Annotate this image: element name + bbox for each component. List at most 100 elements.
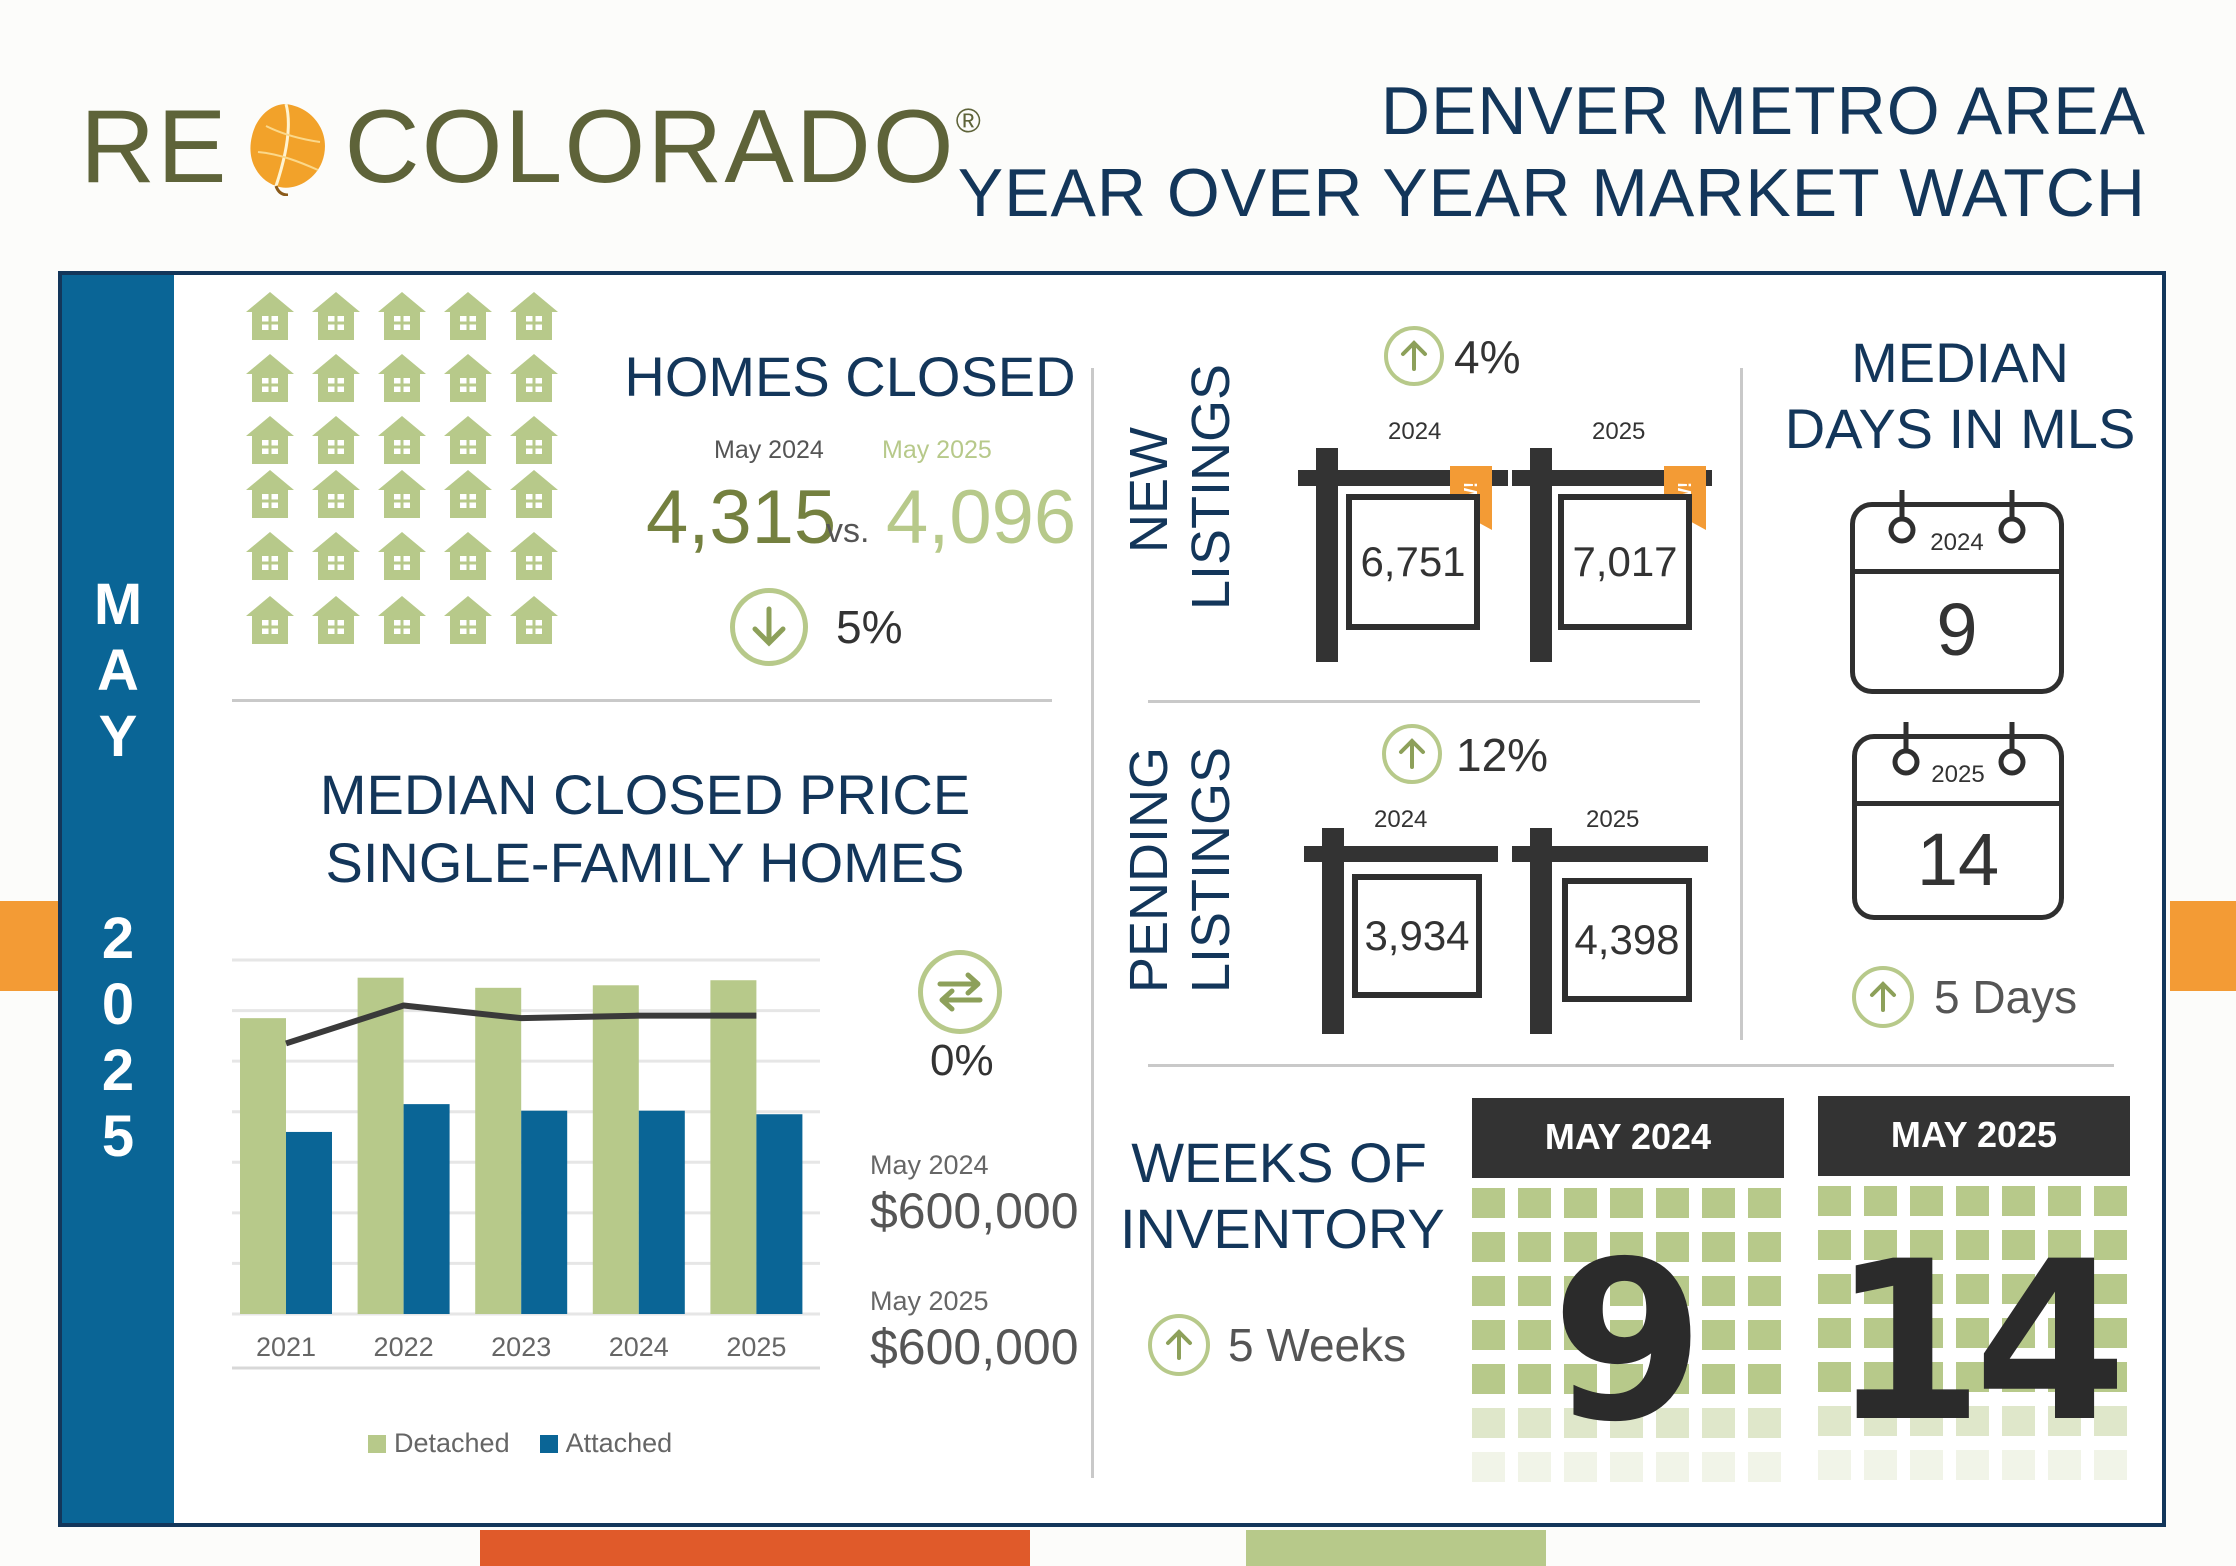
house-icon [244,468,296,520]
weeks-grid-2024 [1472,1188,1784,1484]
days-in-mls-value-2025: 14 [1916,818,2000,901]
week-cell [2002,1362,2035,1392]
house-icon [508,530,560,582]
week-cell [1864,1318,1897,1348]
calendar-top-bar [1922,734,2002,739]
homes-closed-change: 5% [836,601,903,653]
week-cell [2048,1274,2081,1304]
house-icon [310,352,362,404]
week-cell [1564,1452,1597,1482]
bar-attached [521,1110,568,1314]
weeks-inventory-change: 5 Weeks [1228,1319,1407,1371]
week-cell [1702,1452,1735,1482]
week-cell [1518,1364,1551,1394]
week-cell [1818,1230,1851,1260]
homes-closed-value-2025: 4,096 [886,475,1077,560]
sign-post [1322,828,1344,1034]
bar-detached [240,1018,286,1314]
week-cell [2002,1318,2035,1348]
house-icon [310,594,362,646]
week-cell [1656,1276,1689,1306]
week-cell [1564,1188,1597,1218]
week-cell [1748,1232,1781,1262]
weeks-inventory-head-2024: MAY 2024 [1472,1098,1784,1178]
weeks-inventory-head-2025: MAY 2025 [1818,1096,2130,1176]
house-icon [442,594,494,646]
new-listings-value-2024: 6,751 [1360,538,1466,585]
pending-listings-sign-2024: 3,934 [1352,874,1482,998]
week-cell [1472,1320,1505,1350]
house-icon [442,290,494,342]
year-digit: 5 [101,1104,135,1169]
week-cell [1472,1188,1505,1218]
median-price-label-2025: May 2025 [870,1286,989,1316]
week-cell [1864,1450,1897,1480]
week-cell [1702,1320,1735,1350]
house-icon [376,530,428,582]
week-cell [2094,1186,2127,1216]
median-price-change: 0% [930,1036,994,1085]
new-listings-title: NEW LISTINGS [1118,364,1258,610]
week-cell [1910,1318,1943,1348]
days-in-mls-title-line1: MEDIAN [1851,331,2069,394]
week-cell [1610,1452,1643,1482]
sign-arm [1512,846,1708,862]
house-icon-grid [244,290,574,660]
days-in-mls-year-2025: 2025 [1931,761,1985,788]
pending-listings-value-2025: 4,398 [1574,916,1680,963]
bar-detached [357,977,404,1314]
calendar-ring-icon [1892,722,1920,778]
bottom-red-bar [480,1530,1030,1566]
house-icon [508,594,560,646]
house-icon [244,352,296,404]
calendar-ring-icon [1998,722,2026,778]
bottom-green-bar [1246,1530,1546,1566]
week-cell [2002,1274,2035,1304]
week-cell [1656,1232,1689,1262]
new-listings-title-line1: NEW [1119,427,1179,553]
week-cell [1564,1408,1597,1438]
week-cell [2002,1230,2035,1260]
week-cell [1864,1406,1897,1436]
new-listings-change: 4% [1454,331,1521,383]
week-cell [1518,1320,1551,1350]
week-cell [1656,1188,1689,1218]
median-price-value-2024: $600,000 [870,1183,1079,1239]
logo-re-text: RE [80,89,229,205]
new-listings-sign-2024: 6,751 [1346,494,1480,630]
week-cell [1956,1362,1989,1392]
header-title-line1: DENVER METRO AREA [1380,73,2146,149]
week-cell [2048,1450,2081,1480]
house-icon [508,414,560,466]
pending-listings-change: 12% [1456,729,1549,781]
homes-closed-title: HOMES CLOSED [624,345,1076,408]
house-icon [376,414,428,466]
week-cell [2094,1450,2127,1480]
week-cell [1472,1408,1505,1438]
week-cell [1518,1408,1551,1438]
house-icon [244,414,296,466]
week-cell [1864,1230,1897,1260]
week-cell [1702,1188,1735,1218]
swap-arrows-icon [918,950,1002,1034]
house-icon [508,468,560,520]
week-cell [1956,1450,1989,1480]
week-cell [2048,1318,2081,1348]
week-cell [1956,1186,1989,1216]
week-cell [1564,1320,1597,1350]
week-cell [1564,1364,1597,1394]
house-icon [376,290,428,342]
week-cell [1472,1364,1505,1394]
house-icon [310,530,362,582]
median-price-label-2024: May 2024 [870,1150,989,1180]
house-icon [442,352,494,404]
year-digit: 2 [101,1038,135,1103]
legend-label-detached: Detached [394,1428,510,1458]
median-price-value-2025: $600,000 [870,1319,1079,1375]
week-cell [1818,1186,1851,1216]
week-cell [1748,1364,1781,1394]
section-divider [1148,700,1700,703]
week-cell [2048,1230,2081,1260]
bar-attached [638,1110,685,1314]
week-cell [1910,1230,1943,1260]
